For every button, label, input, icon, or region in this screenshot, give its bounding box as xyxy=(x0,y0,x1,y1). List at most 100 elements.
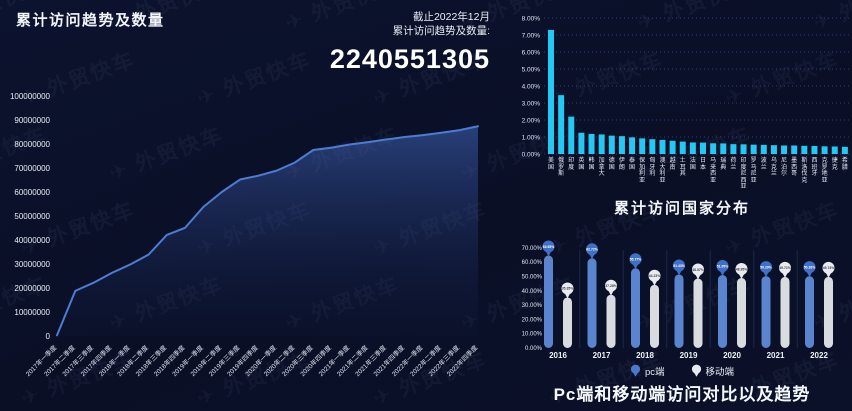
pc-mobile-chart-title: Pc端和移动端访问对比以及趋势 xyxy=(553,385,811,404)
pin-bubble xyxy=(760,261,772,274)
country-bar xyxy=(710,143,717,154)
country-label: 乌克兰 xyxy=(770,158,777,177)
pin-pointer xyxy=(738,273,745,280)
pin-value-label: 62.72% xyxy=(586,248,598,252)
pin-bubble xyxy=(716,259,729,272)
country-bar xyxy=(791,145,798,154)
y-tick-label: 7.00% xyxy=(522,33,541,40)
mobile-capsule xyxy=(824,276,833,348)
pin-bubble xyxy=(735,263,748,276)
country-label: 匈牙利 xyxy=(649,158,656,177)
group-separators xyxy=(579,250,798,348)
legend-item-mobile[interactable]: 移动端 xyxy=(691,364,735,378)
pc-capsule xyxy=(587,258,597,348)
trend-line xyxy=(56,125,479,337)
bar-series xyxy=(548,29,848,154)
pc-capsule xyxy=(674,274,684,348)
y-tick-label: 0.00% xyxy=(525,346,543,352)
country-label: 克罗地亚 xyxy=(821,158,828,184)
pc-capsule xyxy=(544,255,553,348)
asof-caption: 累计访问趋势及数量: xyxy=(392,25,490,37)
country-bar xyxy=(588,133,595,154)
country-bar xyxy=(578,132,585,154)
country-bar xyxy=(639,138,646,154)
pin-pointer xyxy=(782,272,788,278)
country-label: 波兰 xyxy=(760,158,767,171)
cumulative-trend-chart[interactable]: 0 10000000 20000000 30000000 40000000 5000000… xyxy=(0,80,510,411)
country-label: 马来西亚 xyxy=(710,158,717,184)
country-bar xyxy=(649,139,656,154)
country-distribution-chart[interactable]: 0.00% 1.00% 2.00% 3.00% 4.00% 5.00% 6.00% 7.00%… xyxy=(512,4,852,158)
year-label: 2019 xyxy=(680,351,698,360)
country-bar xyxy=(760,144,767,154)
country-label: 韩国 xyxy=(588,158,595,171)
year-label: 2017 xyxy=(593,351,611,360)
country-label: 罗马尼亚 xyxy=(750,158,757,184)
y-tick-label: 100000000 xyxy=(10,92,51,101)
country-label: 希腊 xyxy=(841,158,848,171)
country-axis-labels: 美国 俄罗斯 印度 英国 韩国 加拿大 德国 伊朗 泰国 保加利亚 匈牙利 澳大利亚 越南 土耳其 法国 日本… xyxy=(512,158,852,212)
y-tick-label: 6.00% xyxy=(522,50,541,57)
pc-pin-icon xyxy=(630,364,641,377)
pc-mobile-chart[interactable]: 0.00% 10.00% 20.00% 30.00% 40.00% 50.00% 60.00… xyxy=(512,236,852,364)
pin-value-label: 51.43% xyxy=(673,264,685,268)
country-bar xyxy=(831,146,838,154)
asof-date: 截止2022年12月 xyxy=(412,11,490,23)
pin-value-label: 48.95% xyxy=(736,267,748,271)
asof-block: 截止2022年12月 累计访问趋势及数量: 2240551305 xyxy=(290,10,490,75)
mobile-capsule xyxy=(737,278,746,348)
pin-pointer xyxy=(825,272,832,278)
y-tick-label: 0.00% xyxy=(522,152,541,159)
pin-value-label: 44.23% xyxy=(649,274,661,278)
country-label: 斯洛伐克 xyxy=(801,158,808,184)
country-bar xyxy=(811,146,818,154)
y-tick-label: 30.00% xyxy=(522,303,543,309)
gridlines xyxy=(544,17,850,155)
y-tick-label: 40000000 xyxy=(14,236,50,245)
country-bar xyxy=(730,144,737,154)
country-label: 印度 xyxy=(568,158,575,171)
country-label: 美国 xyxy=(547,158,554,171)
country-bar xyxy=(669,140,676,154)
pin-pointer xyxy=(695,274,701,280)
pin-value-label: 37.28% xyxy=(605,284,617,288)
y-tick-label: 0 xyxy=(46,332,51,341)
y-tick-label: 80000000 xyxy=(14,140,50,149)
country-bar xyxy=(568,116,575,154)
pin-pointer xyxy=(632,263,639,270)
country-bar xyxy=(629,137,636,154)
country-label: 加拿大 xyxy=(598,158,605,177)
country-label: 日本 xyxy=(699,158,706,171)
pc-capsule xyxy=(718,274,727,348)
pin-bubble xyxy=(822,261,835,274)
pin-value-label: 48.57% xyxy=(692,268,704,272)
pin-value-label: 51.05% xyxy=(717,264,729,268)
country-bar xyxy=(740,144,747,154)
country-label: 泰国 xyxy=(629,158,636,171)
pin-pointer xyxy=(676,270,682,276)
country-bar xyxy=(781,145,788,154)
mobile-capsule xyxy=(650,284,659,348)
legend-label-mobile: 移动端 xyxy=(705,367,735,378)
country-label: 英国 xyxy=(578,158,585,171)
mobile-capsule xyxy=(563,297,572,348)
capsule-bars xyxy=(544,255,833,348)
y-tick-label: 1.00% xyxy=(522,135,541,142)
legend-item-pc[interactable]: pc端 xyxy=(630,364,665,378)
mobile-capsule xyxy=(780,276,790,348)
pin-value-label: 49.71% xyxy=(779,266,791,270)
pin-pointer xyxy=(608,290,614,296)
value-pins: 64.65% 35.35% 62.72% 37.28% 55.77% 44.23% 51.4… xyxy=(542,240,835,299)
x-tick-label: 2017年一季度 xyxy=(23,343,58,378)
pc-mobile-legend: pc端 移动端 xyxy=(512,364,852,378)
mobile-pin-icon xyxy=(691,364,701,377)
y-tick-label: 40.00% xyxy=(522,289,543,295)
country-bar xyxy=(679,141,686,154)
pin-bubble xyxy=(692,263,704,276)
country-bar xyxy=(700,142,706,154)
pc-capsule xyxy=(631,268,640,348)
country-label: 伊朗 xyxy=(618,158,625,171)
pin-pointer xyxy=(564,293,571,299)
year-label: 2020 xyxy=(723,351,741,360)
